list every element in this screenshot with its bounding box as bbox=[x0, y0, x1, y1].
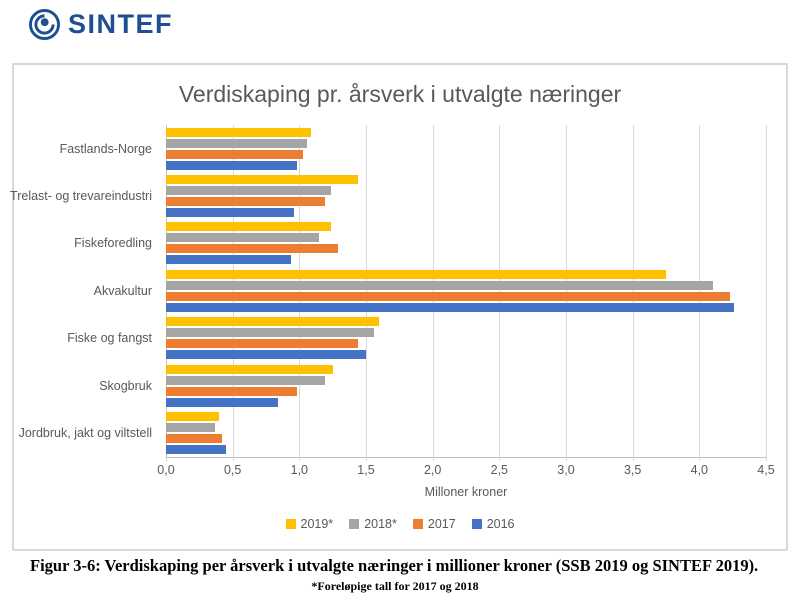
x-tick-label: 1,0 bbox=[290, 463, 309, 477]
legend-item: 2018* bbox=[349, 517, 397, 531]
category-label: Trelast- og trevareindustri bbox=[10, 189, 152, 204]
bar-group bbox=[166, 220, 766, 267]
bar-group bbox=[166, 315, 766, 362]
sintef-logo-icon bbox=[29, 9, 60, 40]
category-label: Akvakultur bbox=[93, 283, 152, 298]
category-label: Fastlands-Norge bbox=[59, 141, 152, 156]
figure-footnote: *Foreløpige tall for 2017 og 2018 bbox=[311, 579, 479, 593]
legend-item: 2017 bbox=[412, 517, 456, 531]
category-label: Fiskeforedling bbox=[74, 236, 152, 251]
bar-2016 bbox=[166, 302, 734, 312]
category-label: Fiske og fangst bbox=[67, 331, 152, 346]
legend-swatch-icon bbox=[285, 519, 296, 529]
bar-2019 bbox=[166, 412, 220, 422]
bar-2017 bbox=[166, 339, 358, 349]
x-tick-label: 3,0 bbox=[557, 463, 575, 477]
category-label: Jordbruk, jakt og viltstell bbox=[18, 426, 152, 441]
chart-title: Verdiskaping pr. årsverk i utvalgte næri… bbox=[178, 81, 622, 107]
gridline bbox=[766, 125, 767, 461]
bar-2018 bbox=[166, 186, 332, 196]
legend-item: 2016 bbox=[471, 517, 515, 531]
bar-2016 bbox=[166, 445, 226, 455]
plot-area bbox=[166, 125, 767, 461]
bar-2018 bbox=[166, 280, 713, 290]
legend-swatch-icon bbox=[471, 519, 482, 529]
bar-2019 bbox=[166, 364, 333, 374]
legend-swatch-icon bbox=[412, 519, 423, 529]
bar-2016 bbox=[166, 208, 294, 218]
x-tick-label: 0,5 bbox=[223, 463, 242, 477]
chart-legend: 2019* 2018* 2017 2016 bbox=[14, 517, 786, 531]
bar-2017 bbox=[166, 386, 297, 396]
bar-group bbox=[166, 362, 766, 409]
bar-2018 bbox=[166, 423, 216, 433]
bar-2016 bbox=[166, 350, 366, 360]
legend-label: 2019* bbox=[300, 517, 334, 531]
bar-2017 bbox=[166, 197, 325, 207]
bar-2018 bbox=[166, 138, 308, 148]
bar-2017 bbox=[166, 244, 338, 254]
x-tick-label: 4,5 bbox=[757, 463, 775, 477]
bar-2016 bbox=[166, 397, 278, 407]
x-tick-label: 0,0 bbox=[157, 463, 175, 477]
bar-2018 bbox=[166, 375, 325, 385]
bar-group bbox=[166, 172, 766, 219]
chart-container: Verdiskaping pr. årsverk i utvalgte næri… bbox=[10, 63, 788, 551]
legend-label: 2016 bbox=[486, 517, 515, 531]
x-tick-label: 2,5 bbox=[490, 463, 509, 477]
bar-group bbox=[166, 267, 766, 314]
bar-2019 bbox=[166, 222, 332, 232]
legend-label: 2018* bbox=[364, 517, 397, 531]
bar-2019 bbox=[166, 317, 380, 327]
bar-2019 bbox=[166, 127, 312, 137]
x-tick-label: 1,5 bbox=[357, 463, 375, 477]
bar-2017 bbox=[166, 291, 730, 301]
category-axis: Fastlands-Norge Trelast- og trevareindust… bbox=[10, 125, 160, 457]
bar-2018 bbox=[166, 328, 374, 338]
bar-group bbox=[166, 125, 766, 172]
bar-group bbox=[166, 409, 766, 456]
sintef-logo: SINTEF bbox=[28, 8, 173, 41]
category-label: Skogbruk bbox=[99, 378, 152, 393]
bar-2019 bbox=[166, 175, 358, 185]
bar-2016 bbox=[166, 160, 297, 170]
bar-2017 bbox=[166, 434, 222, 444]
x-axis-ticks: 0,0 0,5 1,0 1,5 2,0 2,5 3,0 3,5 4,0 4,5 bbox=[157, 463, 774, 479]
legend-label: 2017 bbox=[427, 517, 456, 531]
x-tick-label: 4,0 bbox=[690, 463, 709, 477]
x-tick-label: 2,0 bbox=[423, 463, 442, 477]
x-tick-label: 3,5 bbox=[623, 463, 642, 477]
bar-2019 bbox=[166, 269, 666, 279]
bar-2016 bbox=[166, 255, 292, 265]
bar-2017 bbox=[166, 149, 304, 159]
figure-caption: Figur 3-6: Verdiskaping per årsverk i ut… bbox=[30, 556, 759, 575]
legend-item: 2019* bbox=[285, 517, 334, 531]
x-axis-title: Milloner kroner bbox=[424, 485, 508, 499]
sintef-logo-text: SINTEF bbox=[68, 9, 174, 39]
bar-2018 bbox=[166, 233, 320, 243]
legend-swatch-icon bbox=[349, 519, 360, 529]
